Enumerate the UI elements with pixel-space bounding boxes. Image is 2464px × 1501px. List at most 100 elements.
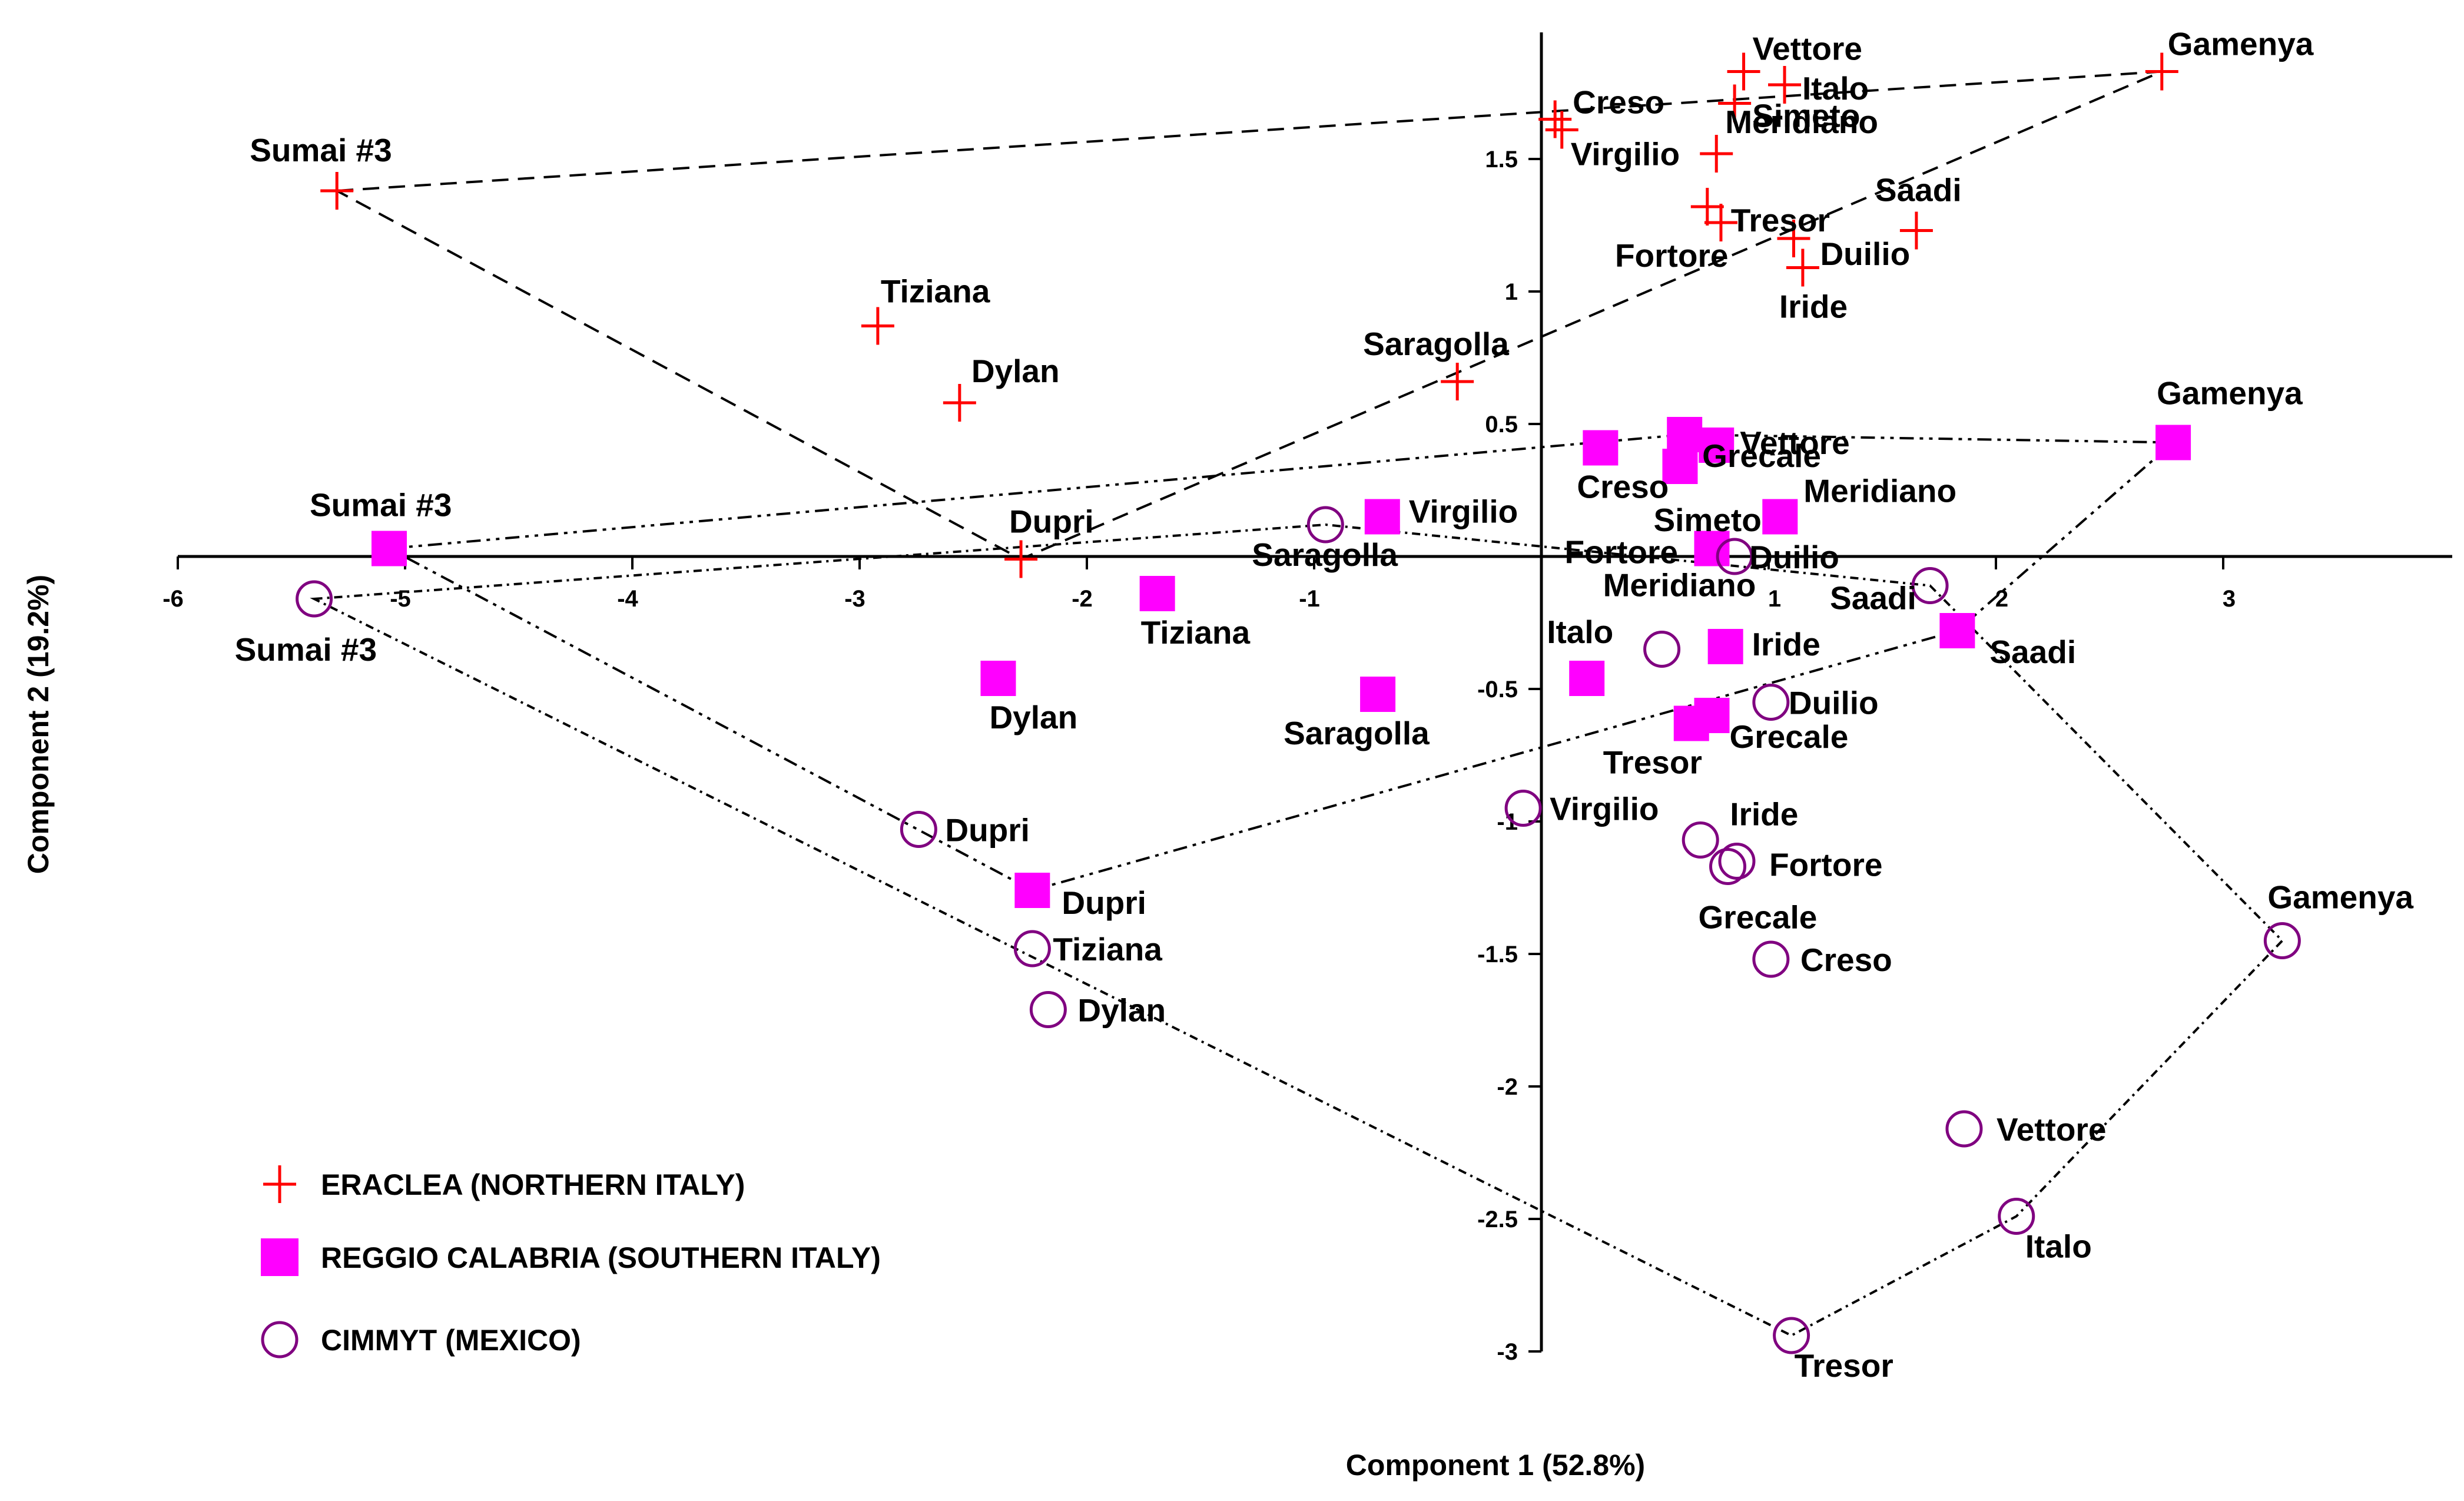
y-tick-label: 1.5 (1485, 147, 1518, 173)
eraclea-point-tiziana (861, 307, 894, 345)
cimmyt-label-fortore: Fortore (1769, 847, 1883, 883)
eraclea-label-dylan: Dylan (971, 353, 1060, 389)
eraclea-point-vettore (1727, 52, 1760, 91)
legend-marker-3 (261, 1321, 299, 1358)
eraclea-label-saadi: Saadi (1875, 172, 1962, 208)
legend-label-3: CIMMYT (MEXICO) (321, 1324, 581, 1357)
cimmyt-label-duilio: Duilio (1749, 539, 1839, 575)
hull-reggio (385, 433, 2177, 892)
y-tick-label: -3 (1497, 1339, 1518, 1365)
hull-lines (310, 70, 2284, 1337)
cimmyt-point-dupri (900, 811, 937, 848)
legend-marker-1 (263, 1165, 296, 1203)
y-tick-label: 0.5 (1485, 412, 1518, 438)
cimmyt-label-iride: Iride (1730, 796, 1798, 833)
cimmyt-point-tresor (1773, 1317, 1810, 1354)
data-points (296, 52, 2301, 1354)
cimmyt-label-duilio: Duilio (1789, 685, 1879, 721)
hull-eraclea (333, 70, 2163, 561)
x-tick-label: 2 (1995, 586, 2008, 612)
reggio-point-dupri (1014, 873, 1050, 908)
y-tick-label: -2 (1497, 1074, 1518, 1100)
y-tick-label: 1 (1505, 279, 1518, 305)
cimmyt-label-saadi: Saadi (1830, 580, 1916, 617)
cimmyt-point-virgilio (1504, 790, 1542, 827)
eraclea-label-virgilio: Virgilio (1571, 136, 1680, 173)
eraclea-point-iride (1786, 248, 1819, 287)
cimmyt-point-saragolla (1306, 506, 1344, 544)
eraclea-point-dylan (943, 384, 976, 422)
reggio-point-fortore (1694, 531, 1730, 566)
cimmyt-point-gamenya (2263, 922, 2301, 959)
reggio-label-tresor: Tresor (1603, 744, 1702, 781)
cimmyt-label-tiziana: Tiziana (1053, 931, 1162, 967)
cimmyt-label-italo: Italo (2025, 1228, 2092, 1265)
eraclea-label-tiziana: Tiziana (881, 273, 990, 310)
cimmyt-point-fortore (1718, 843, 1756, 880)
eraclea-point-dupri (1004, 540, 1038, 578)
cimmyt-point-grecale (1709, 848, 1747, 885)
axes: -6 -5 -4 -3 -2 -1 1 2 31.510.5-0.5-1-1.5-2-2.5-3… (22, 32, 2452, 1482)
x-tick-label: 3 (2223, 586, 2236, 612)
cimmyt-point-italo (1998, 1198, 2035, 1235)
reggio-point-saragolla (1360, 677, 1396, 712)
cimmyt-point-saadi (1911, 567, 1949, 604)
eraclea-point-simeto (1718, 84, 1752, 122)
eraclea-point-meridiano (1700, 135, 1733, 173)
eraclea-point-sumai-3 (320, 172, 354, 210)
eraclea-label-gamenya: Gamenya (2168, 26, 2314, 62)
eraclea-label-tresor: Tresor (1731, 202, 1830, 238)
cimmyt-label-virgilio: Virgilio (1550, 791, 1659, 827)
reggio-label-simeto: Simeto (1653, 502, 1761, 538)
cimmyt-label-grecale: Grecale (1699, 899, 1818, 936)
reggio-point-grecale (1667, 417, 1703, 452)
reggio-point-tresor (1673, 705, 1709, 741)
x-axis-title: Component 1 (52.8%) (1346, 1449, 1645, 1482)
reggio-point-dylan (980, 661, 1016, 696)
x-tick-label: -2 (1072, 586, 1093, 612)
reggio-point-iride (1707, 629, 1743, 664)
reggio-point-creso (1583, 430, 1619, 466)
eraclea-point-duilio (1777, 220, 1810, 257)
eraclea-point-saadi (1899, 211, 1933, 250)
eraclea-label-sumai-3: Sumai #3 (250, 132, 392, 168)
cimmyt-point-meridiano (1643, 631, 1681, 668)
reggio-point-tiziana (1139, 576, 1175, 611)
reggio-point-virgilio (1364, 499, 1400, 535)
cimmyt-label-gamenya: Gamenya (2267, 879, 2413, 916)
reggio-point-gamenya (2155, 425, 2191, 460)
reggio-label-meridiano: Meridiano (1803, 473, 1956, 509)
eraclea-point-virgilio (1545, 111, 1578, 149)
legend-label-1: ERACLEA (NORTHERN ITALY) (321, 1168, 745, 1201)
eraclea-point-saragolla (1441, 363, 1474, 400)
reggio-label-fortore: Fortore (1565, 534, 1679, 571)
reggio-label-vettore: Vettore (1740, 425, 1849, 461)
eraclea-label-italo: Italo (1802, 70, 1869, 107)
x-tick-label: 1 (1768, 586, 1781, 612)
cimmyt-point-tiziana (1013, 930, 1051, 967)
eraclea-label-dupri: Dupri (1009, 503, 1094, 540)
y-axis-title: Component 2 (19.2%) (22, 575, 55, 874)
cimmyt-label-dylan: Dylan (1077, 992, 1166, 1029)
eraclea-label-fortore: Fortore (1615, 237, 1729, 274)
eraclea-point-italo (1768, 66, 1802, 104)
reggio-point-vettore (1699, 428, 1735, 463)
cimmyt-point-vettore (1945, 1110, 1983, 1148)
reggio-label-iride: Iride (1752, 626, 1820, 662)
eraclea-point-gamenya (2145, 52, 2178, 91)
cimmyt-label-dupri: Dupri (945, 812, 1030, 849)
x-tick-label: -5 (390, 586, 411, 612)
eraclea-label-saragolla: Saragolla (1363, 326, 1509, 362)
reggio-label-dupri: Dupri (1062, 884, 1146, 921)
cimmyt-label-creso: Creso (1800, 942, 1892, 978)
eraclea-label-iride: Iride (1779, 289, 1848, 325)
x-tick-label: -4 (617, 586, 638, 612)
cimmyt-label-meridiano: Meridiano (1603, 567, 1756, 604)
reggio-label-grecale: Grecale (1702, 438, 1821, 474)
legend-label-2: REGGIO CALABRIA (SOUTHERN ITALY) (321, 1241, 881, 1274)
reggio-label-dylan: Dylan (989, 699, 1077, 735)
eraclea-label-meridiano: Meridiano (1725, 104, 1878, 140)
reggio-label-virgilio: Virgilio (1409, 493, 1518, 530)
cimmyt-point-iride (1682, 821, 1719, 859)
